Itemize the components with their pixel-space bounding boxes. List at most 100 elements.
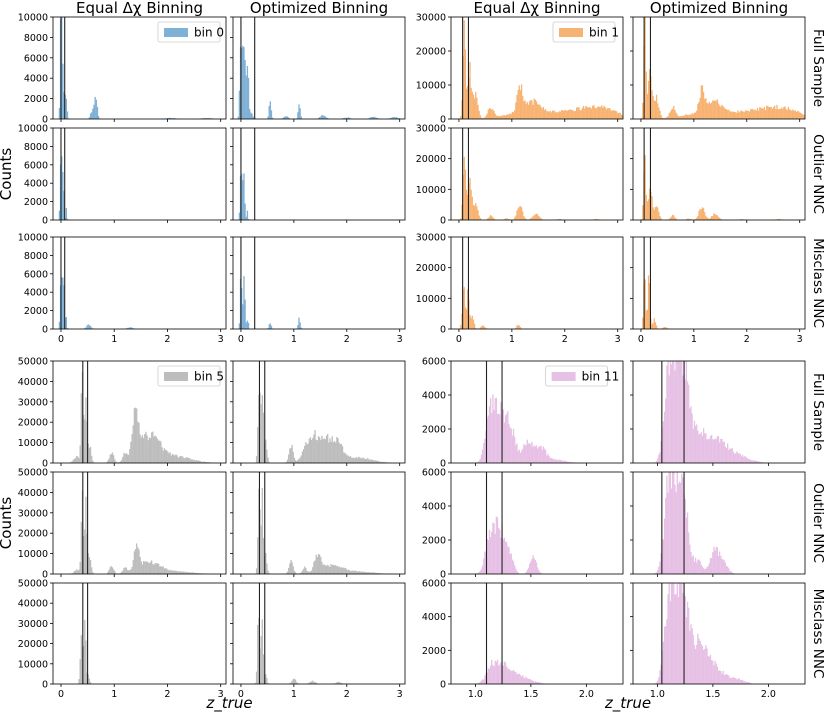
hist-bar (694, 219, 697, 220)
hist-bar (677, 115, 680, 119)
hist-bar (354, 570, 356, 574)
hist-bar (312, 567, 314, 574)
hist-bar (131, 434, 133, 463)
hist-bar (182, 571, 184, 574)
hist-bar (484, 551, 486, 574)
hist-bar (61, 156, 63, 220)
hist-bar (293, 570, 296, 574)
hist-bar (184, 458, 186, 463)
hist-bar (696, 424, 698, 463)
hist-bar (539, 682, 541, 684)
hist-bar (267, 328, 269, 329)
hist-bar (323, 564, 325, 574)
hist-bar (542, 106, 545, 119)
hist-bar (647, 275, 650, 329)
hist-bar (475, 327, 477, 329)
hist-bar (654, 683, 657, 684)
hist-bar (685, 517, 688, 574)
hist-bar (537, 681, 539, 684)
hist-bar (299, 573, 301, 574)
hist-bar (673, 106, 675, 119)
hist-bar (728, 675, 730, 684)
hist-bar (769, 107, 771, 119)
hist-bar (572, 110, 574, 119)
hist-bar (658, 566, 660, 574)
hist-bar (332, 442, 335, 463)
hist-bar (669, 217, 671, 220)
hist-bar (487, 217, 489, 220)
hist-bar (300, 116, 302, 119)
hist-bar (740, 110, 743, 119)
hist-bar (663, 626, 666, 684)
hist-bar (674, 370, 676, 463)
hist-bar (680, 116, 682, 119)
hist-bar (660, 441, 662, 463)
hist-bar (696, 217, 698, 220)
hist-bar (646, 201, 649, 220)
hist-bar (297, 325, 299, 329)
hist-bar (707, 656, 709, 684)
hist-bar (676, 583, 678, 684)
x-axis-label: z_true (604, 694, 651, 712)
hist-bar (784, 106, 786, 119)
hist-bar (152, 431, 154, 463)
hist-bar (309, 571, 312, 574)
hist-bar (308, 438, 310, 463)
hist-bar (163, 448, 166, 463)
hist-bar (710, 660, 713, 684)
hist-bar (733, 111, 736, 119)
hist-bar (291, 444, 293, 463)
hist-bar (678, 361, 681, 463)
hist-bar (535, 682, 538, 684)
panel-frame (450, 127, 624, 221)
hist-bar (495, 397, 498, 463)
hist-bar (74, 457, 77, 463)
x-tick-label: 1.5 (705, 689, 720, 700)
hist-bar (706, 103, 708, 119)
x-tick-label: 1 (291, 689, 297, 700)
legend-label: bin 1 (589, 26, 619, 40)
hist-bar (258, 488, 260, 574)
hist-bar (531, 559, 533, 574)
hist-bar (498, 665, 500, 684)
hist-bar (463, 156, 465, 220)
hist-bar (794, 110, 796, 119)
hist-bar (299, 322, 301, 329)
hist-bar (647, 199, 650, 220)
x-tick-label: 3 (615, 334, 621, 345)
hist-bar (682, 115, 684, 119)
y-tick-label: 30000 (416, 13, 446, 24)
hist-bar (499, 414, 501, 463)
panel-frame (232, 582, 406, 685)
hist-bar (189, 458, 191, 463)
hist-bar (561, 109, 563, 119)
hist-bar (524, 217, 526, 220)
hist-bar (553, 110, 555, 119)
hist-bar (96, 106, 99, 119)
hist-bar (91, 455, 93, 463)
hist-bar (470, 87, 472, 119)
hist-bar (323, 438, 325, 463)
hist-bar (722, 559, 724, 574)
hist-bar (492, 522, 494, 574)
hist-bar (727, 110, 729, 119)
hist-bar (65, 207, 67, 220)
hist-bar (496, 413, 499, 463)
hist-bar (716, 436, 719, 463)
hist-bar (594, 219, 596, 220)
hist-bar (137, 421, 139, 463)
hist-bar (508, 424, 510, 463)
hist-bar (684, 499, 686, 574)
hist-bar (534, 446, 537, 463)
hist-bar (62, 171, 64, 220)
x-tick-label: 3 (797, 334, 803, 345)
panel-bin-11-opt-row0 (630, 360, 806, 466)
hist-bar (496, 116, 499, 119)
hist-bar (720, 671, 722, 684)
y-tick-label: 30000 (18, 508, 48, 519)
hist-bar (713, 100, 715, 119)
hist-bar (705, 98, 707, 119)
hist-bar (668, 218, 670, 220)
hist-bar (260, 635, 262, 684)
